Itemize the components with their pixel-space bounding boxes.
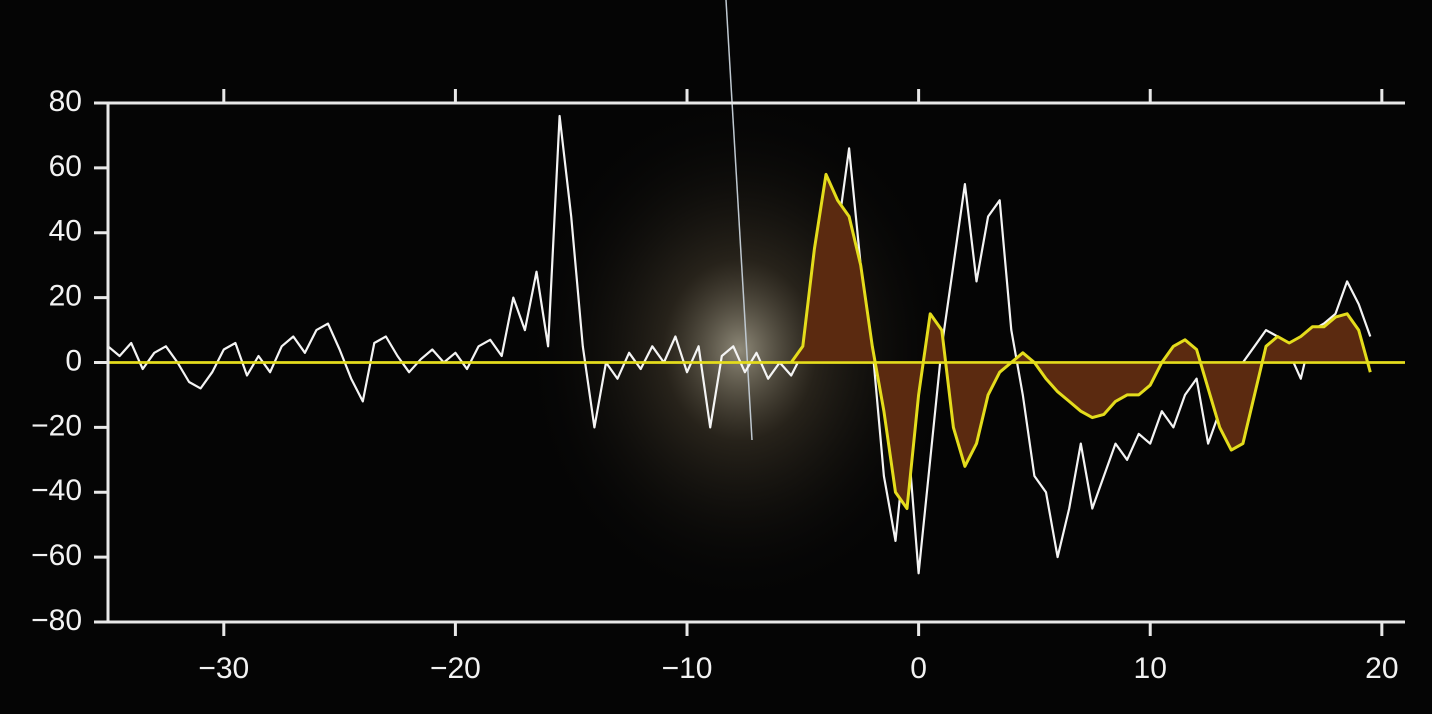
x-tick-label: 0 [910, 652, 927, 685]
line [107, 114, 1372, 575]
y-tick-label: −40 [31, 474, 82, 507]
y-tick-label: 40 [49, 215, 82, 248]
x-tick-label: 20 [1365, 652, 1398, 685]
y-tick-label: 0 [65, 344, 82, 377]
y-tick-label: −60 [31, 539, 82, 572]
x-tick-label: −10 [662, 652, 713, 685]
y-tick-label: 60 [49, 150, 82, 183]
y-tick-label: 20 [49, 280, 82, 313]
line [789, 172, 1372, 510]
x-tick-label: −30 [198, 652, 249, 685]
y-tick-label: 80 [49, 85, 82, 118]
x-tick-label: −20 [430, 652, 481, 685]
y-tick-label: −80 [31, 604, 82, 637]
area [791, 174, 1371, 509]
x-tick-label: 10 [1134, 652, 1167, 685]
y-tick-label: −20 [31, 409, 82, 442]
